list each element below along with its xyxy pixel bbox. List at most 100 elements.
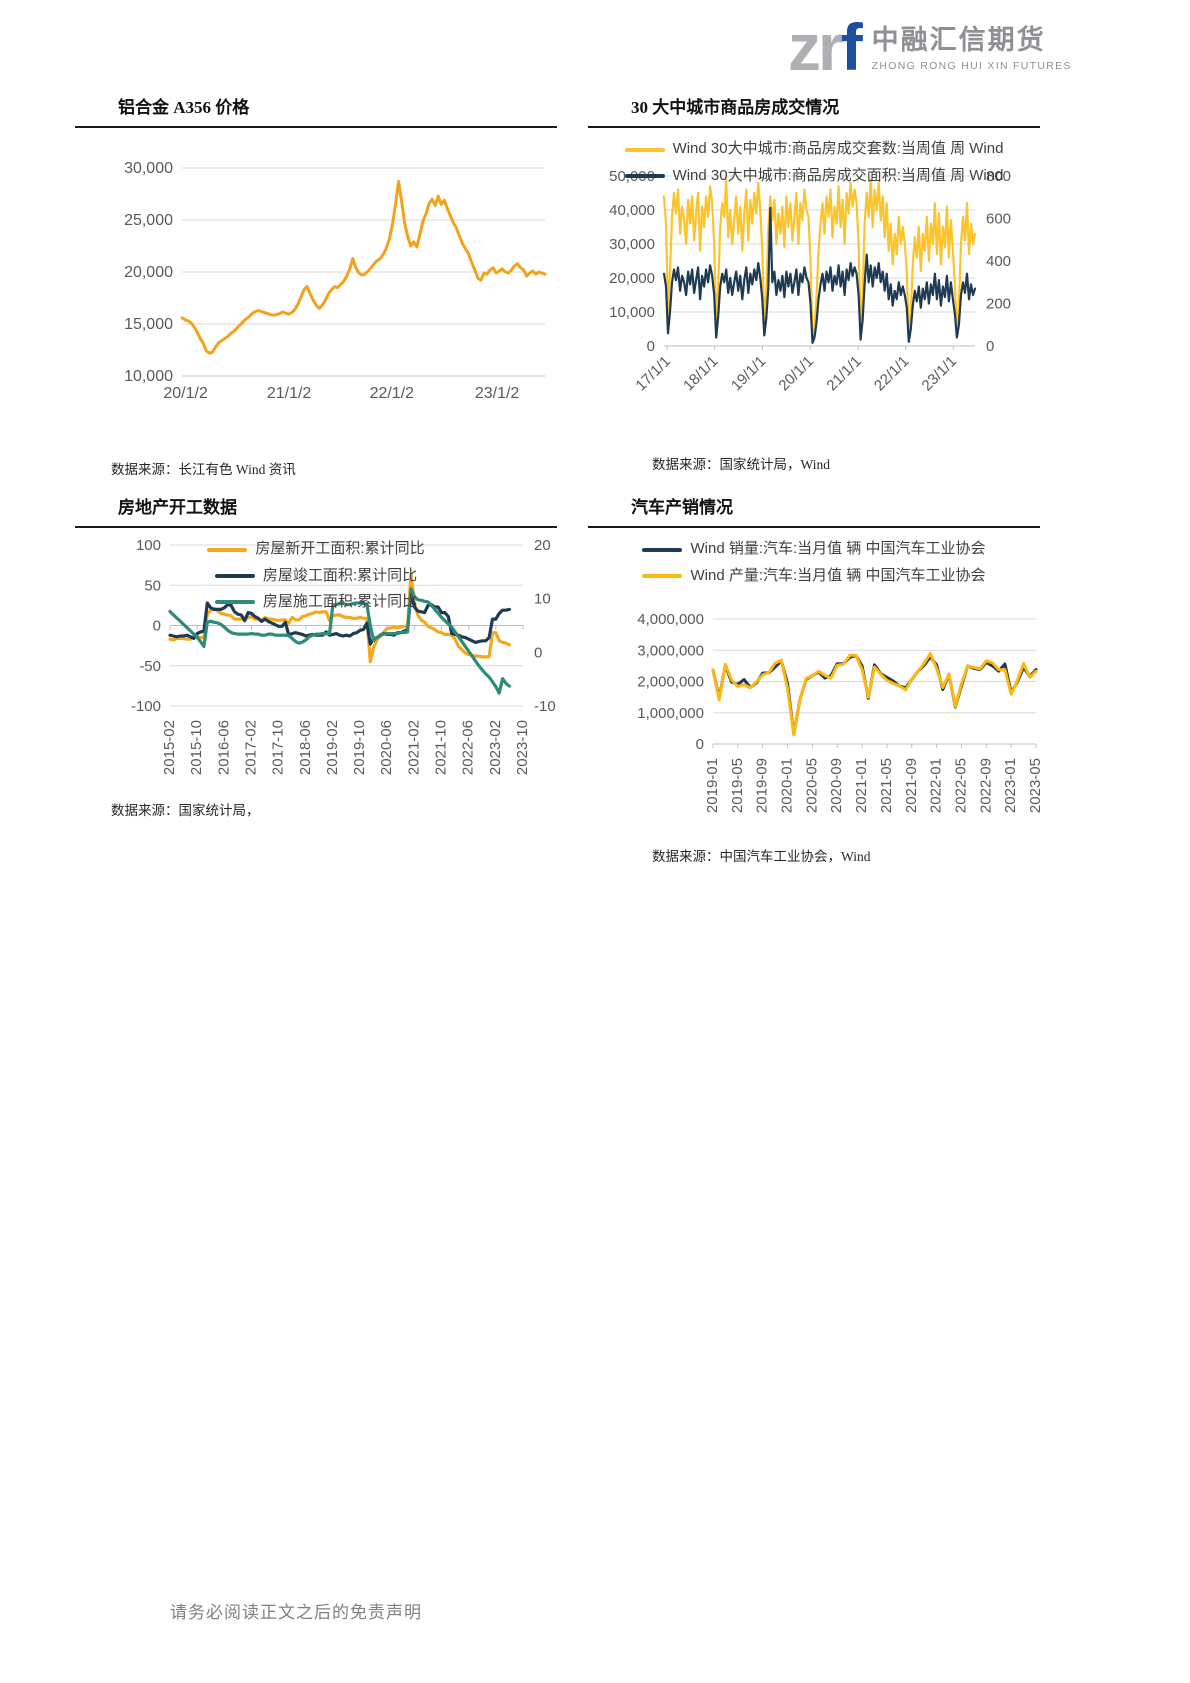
svg-text:2021-05: 2021-05 <box>878 758 895 813</box>
chart-title: 30 大中城市商品房成交情况 <box>631 98 840 117</box>
housing-transactions-line-chart: 50,00040,00030,00020,00010,0000800600400… <box>609 168 1011 395</box>
svg-text:2020-05: 2020-05 <box>803 758 820 813</box>
panel-housing-transactions-30-cities: 30 大中城市商品房成交情况 Wind 30大中城市:商品房成交套数:当周值 周… <box>588 98 1040 473</box>
svg-text:21/1/2: 21/1/2 <box>267 385 312 402</box>
svg-text:2022-09: 2022-09 <box>977 758 994 813</box>
svg-text:0: 0 <box>647 338 655 355</box>
chart-legend: Wind 销量:汽车:当月值 辆 中国汽车工业协会 Wind 产量:汽车:当月值 … <box>588 536 1040 589</box>
svg-text:20: 20 <box>534 537 551 554</box>
svg-text:100: 100 <box>136 537 161 554</box>
legend-label: 房屋竣工面积:累计同比 <box>262 566 418 584</box>
title-underline <box>588 526 1040 529</box>
svg-text:2,000,000: 2,000,000 <box>637 673 704 690</box>
company-logo: zrf 中融汇信期货 ZHONG RONG HUI XIN FUTURES <box>788 14 1072 80</box>
chart-legend: 房屋新开工面积:累计同比 房屋竣工面积:累计同比 房屋施工面积:累计同比 <box>75 536 557 615</box>
legend-label: Wind 销量:汽车:当月值 辆 中国汽车工业协会 <box>690 540 986 558</box>
svg-text:2020-09: 2020-09 <box>828 758 845 813</box>
legend-swatch-icon <box>214 600 255 605</box>
panel-real-estate-construction: 房地产开工数据 房屋新开工面积:累计同比 房屋竣工面积:累计同比 房屋施工面积:累计… <box>75 498 557 819</box>
svg-text:-100: -100 <box>131 698 161 715</box>
svg-text:21/1/1: 21/1/1 <box>823 353 865 395</box>
legend-label: 房屋新开工面积:累计同比 <box>255 540 425 558</box>
legend-label: 房屋施工面积:累计同比 <box>262 592 418 610</box>
svg-text:800: 800 <box>986 168 1011 185</box>
data-source: 数据来源：国家统计局， <box>111 803 260 819</box>
svg-text:2022-06: 2022-06 <box>460 720 477 775</box>
panel-auto-production-sales: 汽车产销情况 Wind 销量:汽车:当月值 辆 中国汽车工业协会 Wind 产量:… <box>588 498 1040 865</box>
svg-text:2019-10: 2019-10 <box>351 720 368 775</box>
svg-text:3,000,000: 3,000,000 <box>637 642 704 659</box>
title-underline <box>75 526 557 529</box>
svg-text:10: 10 <box>534 591 551 608</box>
svg-text:1,000,000: 1,000,000 <box>637 705 704 722</box>
svg-text:2019-01: 2019-01 <box>704 758 721 813</box>
svg-text:2019-02: 2019-02 <box>324 720 341 775</box>
svg-text:600: 600 <box>986 210 1011 227</box>
svg-text:20,000: 20,000 <box>124 264 173 281</box>
legend-label: Wind 产量:汽车:当月值 辆 中国汽车工业协会 <box>690 566 986 584</box>
svg-text:2023-10: 2023-10 <box>514 720 531 775</box>
logo-company-name-en: ZHONG RONG HUI XIN FUTURES <box>871 59 1072 72</box>
svg-text:10,000: 10,000 <box>124 368 173 385</box>
svg-text:30,000: 30,000 <box>124 160 173 177</box>
svg-text:2018-06: 2018-06 <box>297 720 314 775</box>
svg-text:2021-09: 2021-09 <box>903 758 920 813</box>
legend-item: Wind 30大中城市:商品房成交套数:当周值 周 Wind <box>624 136 1003 162</box>
svg-text:20,000: 20,000 <box>609 270 655 287</box>
svg-text:2021-02: 2021-02 <box>405 720 422 775</box>
svg-text:2021-01: 2021-01 <box>853 758 870 813</box>
legend-swatch-icon <box>642 573 683 578</box>
svg-text:2022-01: 2022-01 <box>928 758 945 813</box>
svg-text:30,000: 30,000 <box>609 236 655 253</box>
svg-text:17/1/1: 17/1/1 <box>632 353 674 395</box>
legend-swatch-icon <box>207 547 248 552</box>
legend-item: 房屋竣工面积:累计同比 <box>214 563 418 589</box>
svg-text:50: 50 <box>144 577 161 594</box>
svg-text:200: 200 <box>986 295 1011 312</box>
svg-text:0: 0 <box>153 618 161 635</box>
svg-text:2020-06: 2020-06 <box>378 720 395 775</box>
data-source: 数据来源：国家统计局，Wind <box>652 456 830 472</box>
svg-text:19/1/1: 19/1/1 <box>728 353 770 395</box>
title-underline <box>75 126 557 129</box>
svg-text:2020-01: 2020-01 <box>779 758 796 813</box>
chart-title: 铝合金 A356 价格 <box>118 98 250 117</box>
svg-text:15,000: 15,000 <box>124 316 173 333</box>
svg-text:2023-02: 2023-02 <box>487 720 504 775</box>
title-underline <box>588 126 1040 129</box>
svg-text:2017-10: 2017-10 <box>270 720 287 775</box>
svg-text:2017-02: 2017-02 <box>242 720 259 775</box>
svg-text:2016-06: 2016-06 <box>215 720 232 775</box>
svg-text:25,000: 25,000 <box>124 212 173 229</box>
chart-legend: Wind 30大中城市:商品房成交套数:当周值 周 Wind Wind 30大中城… <box>588 136 1040 189</box>
legend-swatch-icon <box>624 173 665 178</box>
svg-text:2021-10: 2021-10 <box>433 720 450 775</box>
legend-swatch-icon <box>642 547 683 552</box>
svg-text:40,000: 40,000 <box>609 202 655 219</box>
svg-text:10,000: 10,000 <box>609 304 655 321</box>
data-source: 数据来源：中国汽车工业协会，Wind <box>652 848 871 864</box>
logo-f-text: f <box>840 10 863 84</box>
logo-company-name-cn: 中融汇信期货 <box>871 25 1046 55</box>
svg-text:2015-02: 2015-02 <box>161 720 178 775</box>
chart-title: 汽车产销情况 <box>631 498 733 517</box>
legend-item: 房屋新开工面积:累计同比 <box>207 536 425 562</box>
svg-text:0: 0 <box>534 644 542 661</box>
legend-item: Wind 产量:汽车:当月值 辆 中国汽车工业协会 <box>642 563 986 589</box>
panel-aluminum-a356-price: 铝合金 A356 价格 30,000 25,000 20,000 15,000 10,0… <box>75 98 557 478</box>
legend-item: Wind 销量:汽车:当月值 辆 中国汽车工业协会 <box>642 536 986 562</box>
logo-zrf-mark: zrf <box>788 14 863 80</box>
disclaimer-footer: 请务必阅读正文之后的免责声明 <box>170 1603 422 1622</box>
legend-swatch-icon <box>624 147 665 152</box>
chart-title: 房地产开工数据 <box>118 498 237 517</box>
svg-text:23/1/1: 23/1/1 <box>919 353 961 395</box>
svg-text:23/1/2: 23/1/2 <box>475 385 520 402</box>
legend-item: 房屋施工面积:累计同比 <box>214 589 418 615</box>
svg-text:22/1/1: 22/1/1 <box>871 353 913 395</box>
auto-production-sales-line-chart: 4,000,0003,000,0002,000,0001,000,0000201… <box>637 611 1040 813</box>
svg-text:4,000,000: 4,000,000 <box>637 611 704 628</box>
data-source: 数据来源：长江有色 Wind 资讯 <box>111 462 296 478</box>
svg-text:0: 0 <box>986 338 994 355</box>
